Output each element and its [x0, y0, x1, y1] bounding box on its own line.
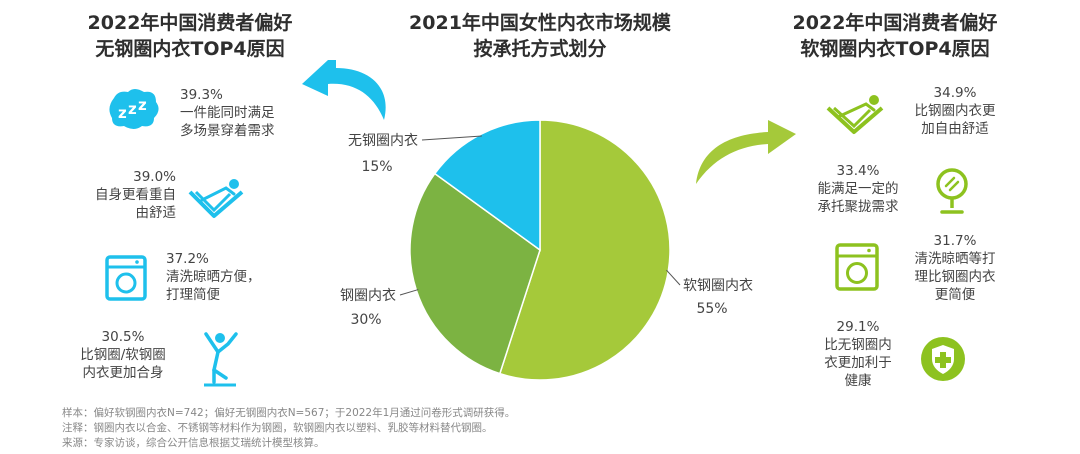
right-item-1: 34.9% 比钢圈内衣更 加自由舒适 — [890, 84, 1020, 138]
left-title-line2: 无钢圈内衣TOP4原因 — [95, 38, 285, 60]
right-item-3-pct: 31.7% — [933, 233, 977, 249]
center-title-line2: 按承托方式划分 — [473, 38, 607, 60]
pie-label-wire: 钢圈内衣 — [340, 288, 396, 304]
right-item-2: 33.4% 能满足一定的 承托聚拢需求 — [790, 162, 926, 216]
pie-value-soft-wire: 55% — [696, 301, 727, 317]
left-item-4-text: 比钢圈/软钢圈 内衣更加合身 — [80, 347, 166, 381]
left-item-2-text: 自身更看重自 由舒适 — [95, 187, 176, 221]
stretching-person-icon — [204, 332, 238, 387]
health-shield-icon — [921, 337, 965, 381]
left-item-3-text: 清洗晾晒方便， 打理简便 — [166, 269, 261, 303]
pie-chart: 软钢圈内衣 55% 钢圈内衣 30% 无钢圈内衣 15% — [340, 119, 753, 381]
right-item-3-text: 清洗晾晒等打 理比钢圈内衣 更简便 — [914, 251, 996, 303]
pie-leader-line — [399, 289, 419, 296]
pie-leader-line — [666, 269, 681, 286]
right-item-4-pct: 29.1% — [836, 319, 880, 335]
left-item-3-pct: 37.2% — [166, 251, 209, 267]
left-item-4-pct: 30.5% — [101, 329, 145, 345]
right-title-line2: 软钢圈内衣TOP4原因 — [800, 38, 990, 60]
footnotes: 样本：偏好软钢圈内衣N=742；偏好无钢圈内衣N=567；于2022年1月通过问… — [62, 406, 515, 451]
chart-title: 2021年中国女性内衣市场规模 按承托方式划分 — [380, 10, 700, 62]
pie-slices — [409, 119, 671, 381]
left-panel-title: 2022年中国消费者偏好 无钢圈内衣TOP4原因 — [55, 10, 325, 62]
pie-leader-line — [421, 135, 482, 141]
right-item-3: 31.7% 清洗晾晒等打 理比钢圈内衣 更简便 — [890, 232, 1020, 304]
pie-slice-wireless — [433, 119, 541, 252]
footnote-source: 来源：专家访谈，综合公开信息根据艾瑞统计模型核算。 — [62, 437, 325, 449]
right-curved-arrow-icon — [696, 120, 796, 184]
left-item-2-pct: 39.0% — [133, 169, 176, 185]
pie-label-soft-wire: 软钢圈内衣 — [683, 278, 753, 294]
relaxing-person-icon — [188, 179, 244, 218]
washing-machine-icon — [105, 255, 147, 301]
right-item-4-text: 比无钢圈内 衣更加利于 健康 — [824, 337, 892, 389]
right-panel-title: 2022年中国消费者偏好 软钢圈内衣TOP4原因 — [760, 10, 1030, 62]
right-item-1-pct: 34.9% — [933, 85, 977, 101]
pie-slice-soft-wire — [498, 119, 671, 381]
left-curved-arrow-icon — [302, 60, 386, 120]
pie-value-wireless: 15% — [361, 159, 392, 175]
pie-label-wireless: 无钢圈内衣 — [348, 133, 418, 149]
svg-text:z: z — [128, 100, 137, 118]
right-item-4: 29.1% 比无钢圈内 衣更加利于 健康 — [790, 318, 926, 390]
left-item-1: 39.3% 一件能同时满足 多场景穿着需求 — [180, 86, 275, 140]
pie-leader-lines — [399, 135, 681, 296]
right-item-2-text: 能满足一定的 承托聚拢需求 — [817, 181, 899, 215]
left-item-3: 37.2% 清洗晾晒方便， 打理简便 — [166, 250, 261, 304]
right-item-2-pct: 33.4% — [836, 163, 880, 179]
left-item-1-pct: 39.3% — [180, 87, 223, 103]
right-item-1-text: 比钢圈内衣更 加自由舒适 — [914, 103, 996, 137]
right-title-line1: 2022年中国消费者偏好 — [792, 12, 998, 34]
left-item-1-text: 一件能同时满足 多场景穿着需求 — [180, 105, 275, 139]
left-item-4: 30.5% 比钢圈/软钢圈 内衣更加合身 — [60, 328, 186, 382]
washing-machine-icon — [835, 243, 879, 291]
left-item-2: 39.0% 自身更看重自 由舒适 — [40, 168, 176, 222]
mirror-icon — [936, 168, 968, 214]
relaxing-person-icon — [826, 95, 884, 134]
footnote-sample: 样本：偏好软钢圈内衣N=742；偏好无钢圈内衣N=567；于2022年1月通过问… — [62, 407, 516, 419]
pie-value-wire: 30% — [350, 312, 381, 328]
zzz-sleep-icon: z z z — [109, 89, 159, 129]
svg-text:z: z — [138, 96, 147, 114]
svg-text:z: z — [118, 104, 127, 122]
center-title-line1: 2021年中国女性内衣市场规模 — [409, 12, 671, 34]
footnote-remark: 注释：钢圈内衣以合金、不锈钢等材料作为钢圈，软钢圈内衣以塑料、乳胶等材料替代钢圈… — [62, 422, 493, 434]
left-title-line1: 2022年中国消费者偏好 — [87, 12, 293, 34]
